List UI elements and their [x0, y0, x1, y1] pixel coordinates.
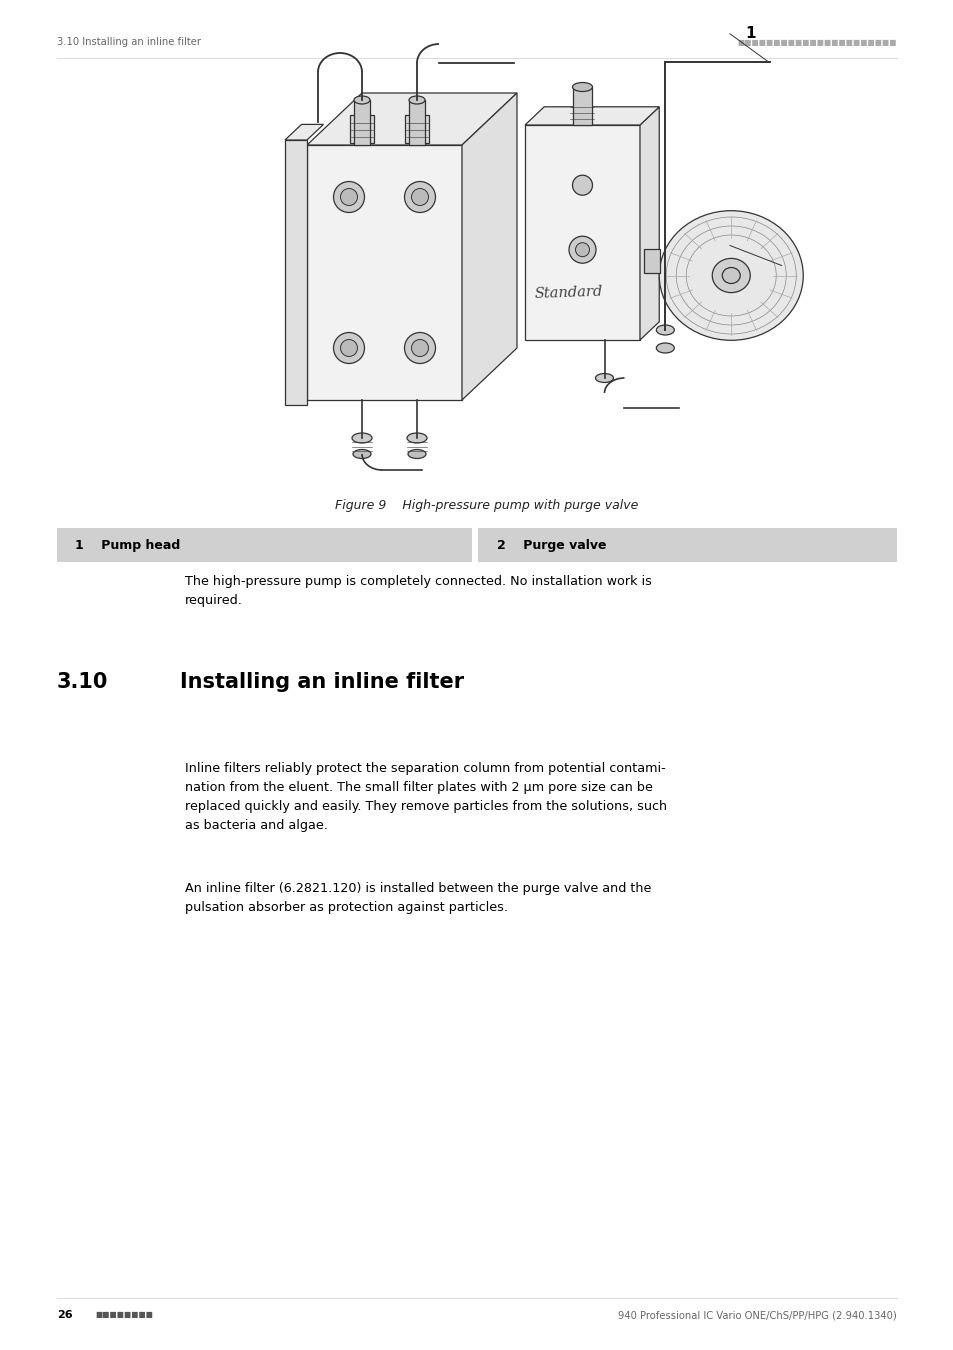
Text: ■■■■■■■■: ■■■■■■■■ — [95, 1311, 152, 1319]
Polygon shape — [307, 144, 461, 400]
FancyBboxPatch shape — [57, 528, 472, 562]
Ellipse shape — [352, 433, 372, 443]
Circle shape — [404, 181, 435, 212]
Circle shape — [411, 339, 428, 356]
Circle shape — [334, 181, 364, 212]
Polygon shape — [461, 93, 517, 400]
Polygon shape — [350, 115, 374, 143]
Circle shape — [404, 332, 435, 363]
Ellipse shape — [659, 211, 802, 340]
Text: ■■■■■■■■■■■■■■■■■■■■■■: ■■■■■■■■■■■■■■■■■■■■■■ — [737, 38, 896, 46]
Text: Inline filters reliably protect the separation column from potential contami-
na: Inline filters reliably protect the sepa… — [185, 761, 666, 832]
Text: The high-pressure pump is completely connected. No installation work is
required: The high-pressure pump is completely con… — [185, 575, 651, 608]
Polygon shape — [405, 115, 429, 143]
Ellipse shape — [712, 258, 749, 293]
Text: 3.10 Installing an inline filter: 3.10 Installing an inline filter — [57, 36, 201, 47]
Text: 940 Professional IC Vario ONE/ChS/PP/HPG (2.940.1340): 940 Professional IC Vario ONE/ChS/PP/HPG… — [618, 1310, 896, 1320]
Ellipse shape — [408, 450, 426, 459]
Text: Standard: Standard — [534, 285, 602, 301]
Circle shape — [575, 243, 589, 256]
Circle shape — [572, 176, 592, 196]
Text: 26: 26 — [57, 1310, 72, 1320]
Text: 1: 1 — [744, 26, 755, 42]
Text: 1    Pump head: 1 Pump head — [75, 539, 180, 552]
Ellipse shape — [656, 325, 674, 335]
Circle shape — [340, 189, 357, 205]
Polygon shape — [307, 93, 517, 144]
Text: 2: 2 — [744, 238, 755, 252]
Ellipse shape — [354, 96, 370, 104]
Text: Figure 9    High-pressure pump with purge valve: Figure 9 High-pressure pump with purge v… — [335, 498, 638, 512]
Ellipse shape — [353, 450, 371, 459]
Circle shape — [334, 332, 364, 363]
Text: 2    Purge valve: 2 Purge valve — [497, 539, 606, 552]
Ellipse shape — [407, 433, 427, 443]
Polygon shape — [572, 86, 592, 126]
Ellipse shape — [595, 374, 613, 382]
Polygon shape — [524, 126, 639, 340]
Text: 3.10: 3.10 — [57, 672, 109, 693]
Circle shape — [411, 189, 428, 205]
Circle shape — [340, 339, 357, 356]
Polygon shape — [285, 124, 323, 140]
Polygon shape — [643, 248, 659, 273]
Polygon shape — [524, 107, 659, 126]
Text: An inline filter (6.2821.120) is installed between the purge valve and the
pulsa: An inline filter (6.2821.120) is install… — [185, 882, 651, 914]
Ellipse shape — [721, 267, 740, 284]
Text: Installing an inline filter: Installing an inline filter — [180, 672, 464, 693]
Polygon shape — [409, 100, 424, 144]
Polygon shape — [285, 140, 307, 405]
FancyBboxPatch shape — [477, 528, 896, 562]
Ellipse shape — [409, 96, 424, 104]
Polygon shape — [639, 107, 659, 340]
Polygon shape — [354, 100, 370, 144]
Ellipse shape — [572, 82, 592, 92]
Ellipse shape — [656, 343, 674, 352]
Circle shape — [568, 236, 596, 263]
